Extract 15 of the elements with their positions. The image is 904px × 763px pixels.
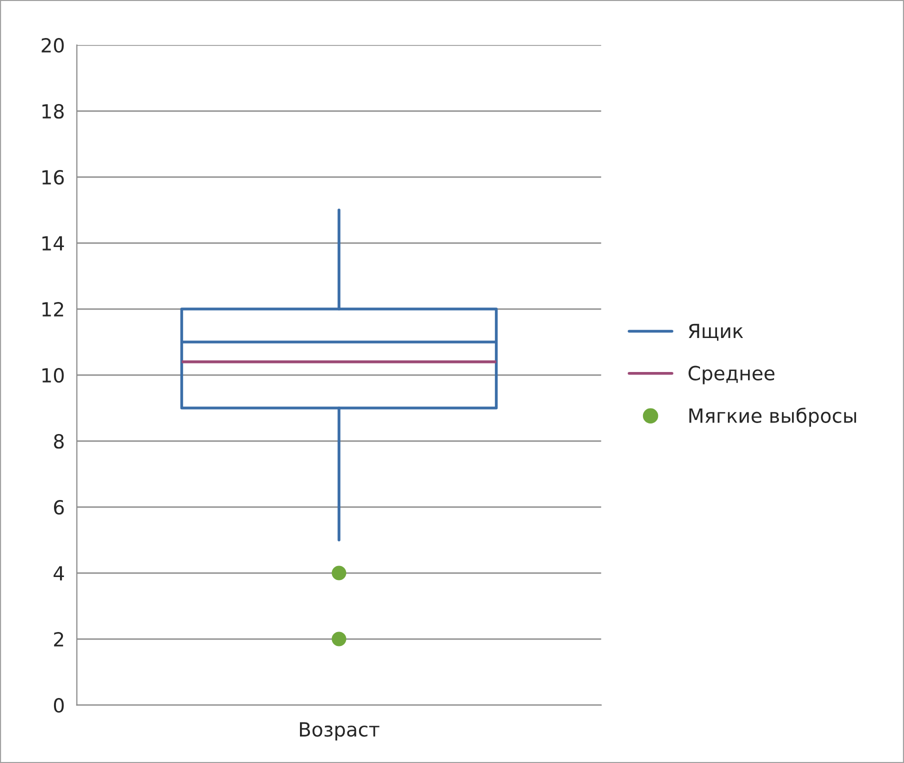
- y-tick-label: 16: [42, 170, 64, 185]
- legend-label: Ящик: [688, 324, 744, 341]
- y-tick-label: 4: [54, 566, 64, 580]
- x-tick-label: Возраст: [300, 722, 380, 740]
- y-tick-label: 14: [42, 236, 64, 250]
- y-tick-label: 10: [42, 368, 64, 383]
- y-tick-label: 6: [54, 500, 64, 515]
- legend-label: Среднее: [688, 366, 774, 384]
- y-tick-label: 18: [42, 104, 64, 119]
- y-tick-label: 0: [54, 698, 64, 713]
- legend-label: Мягкие выбросы: [689, 408, 856, 427]
- y-tick-label: 20: [42, 38, 64, 53]
- y-tick-label: 12: [42, 302, 64, 316]
- y-tick-label: 8: [54, 434, 64, 449]
- y-tick-label: 2: [54, 632, 64, 646]
